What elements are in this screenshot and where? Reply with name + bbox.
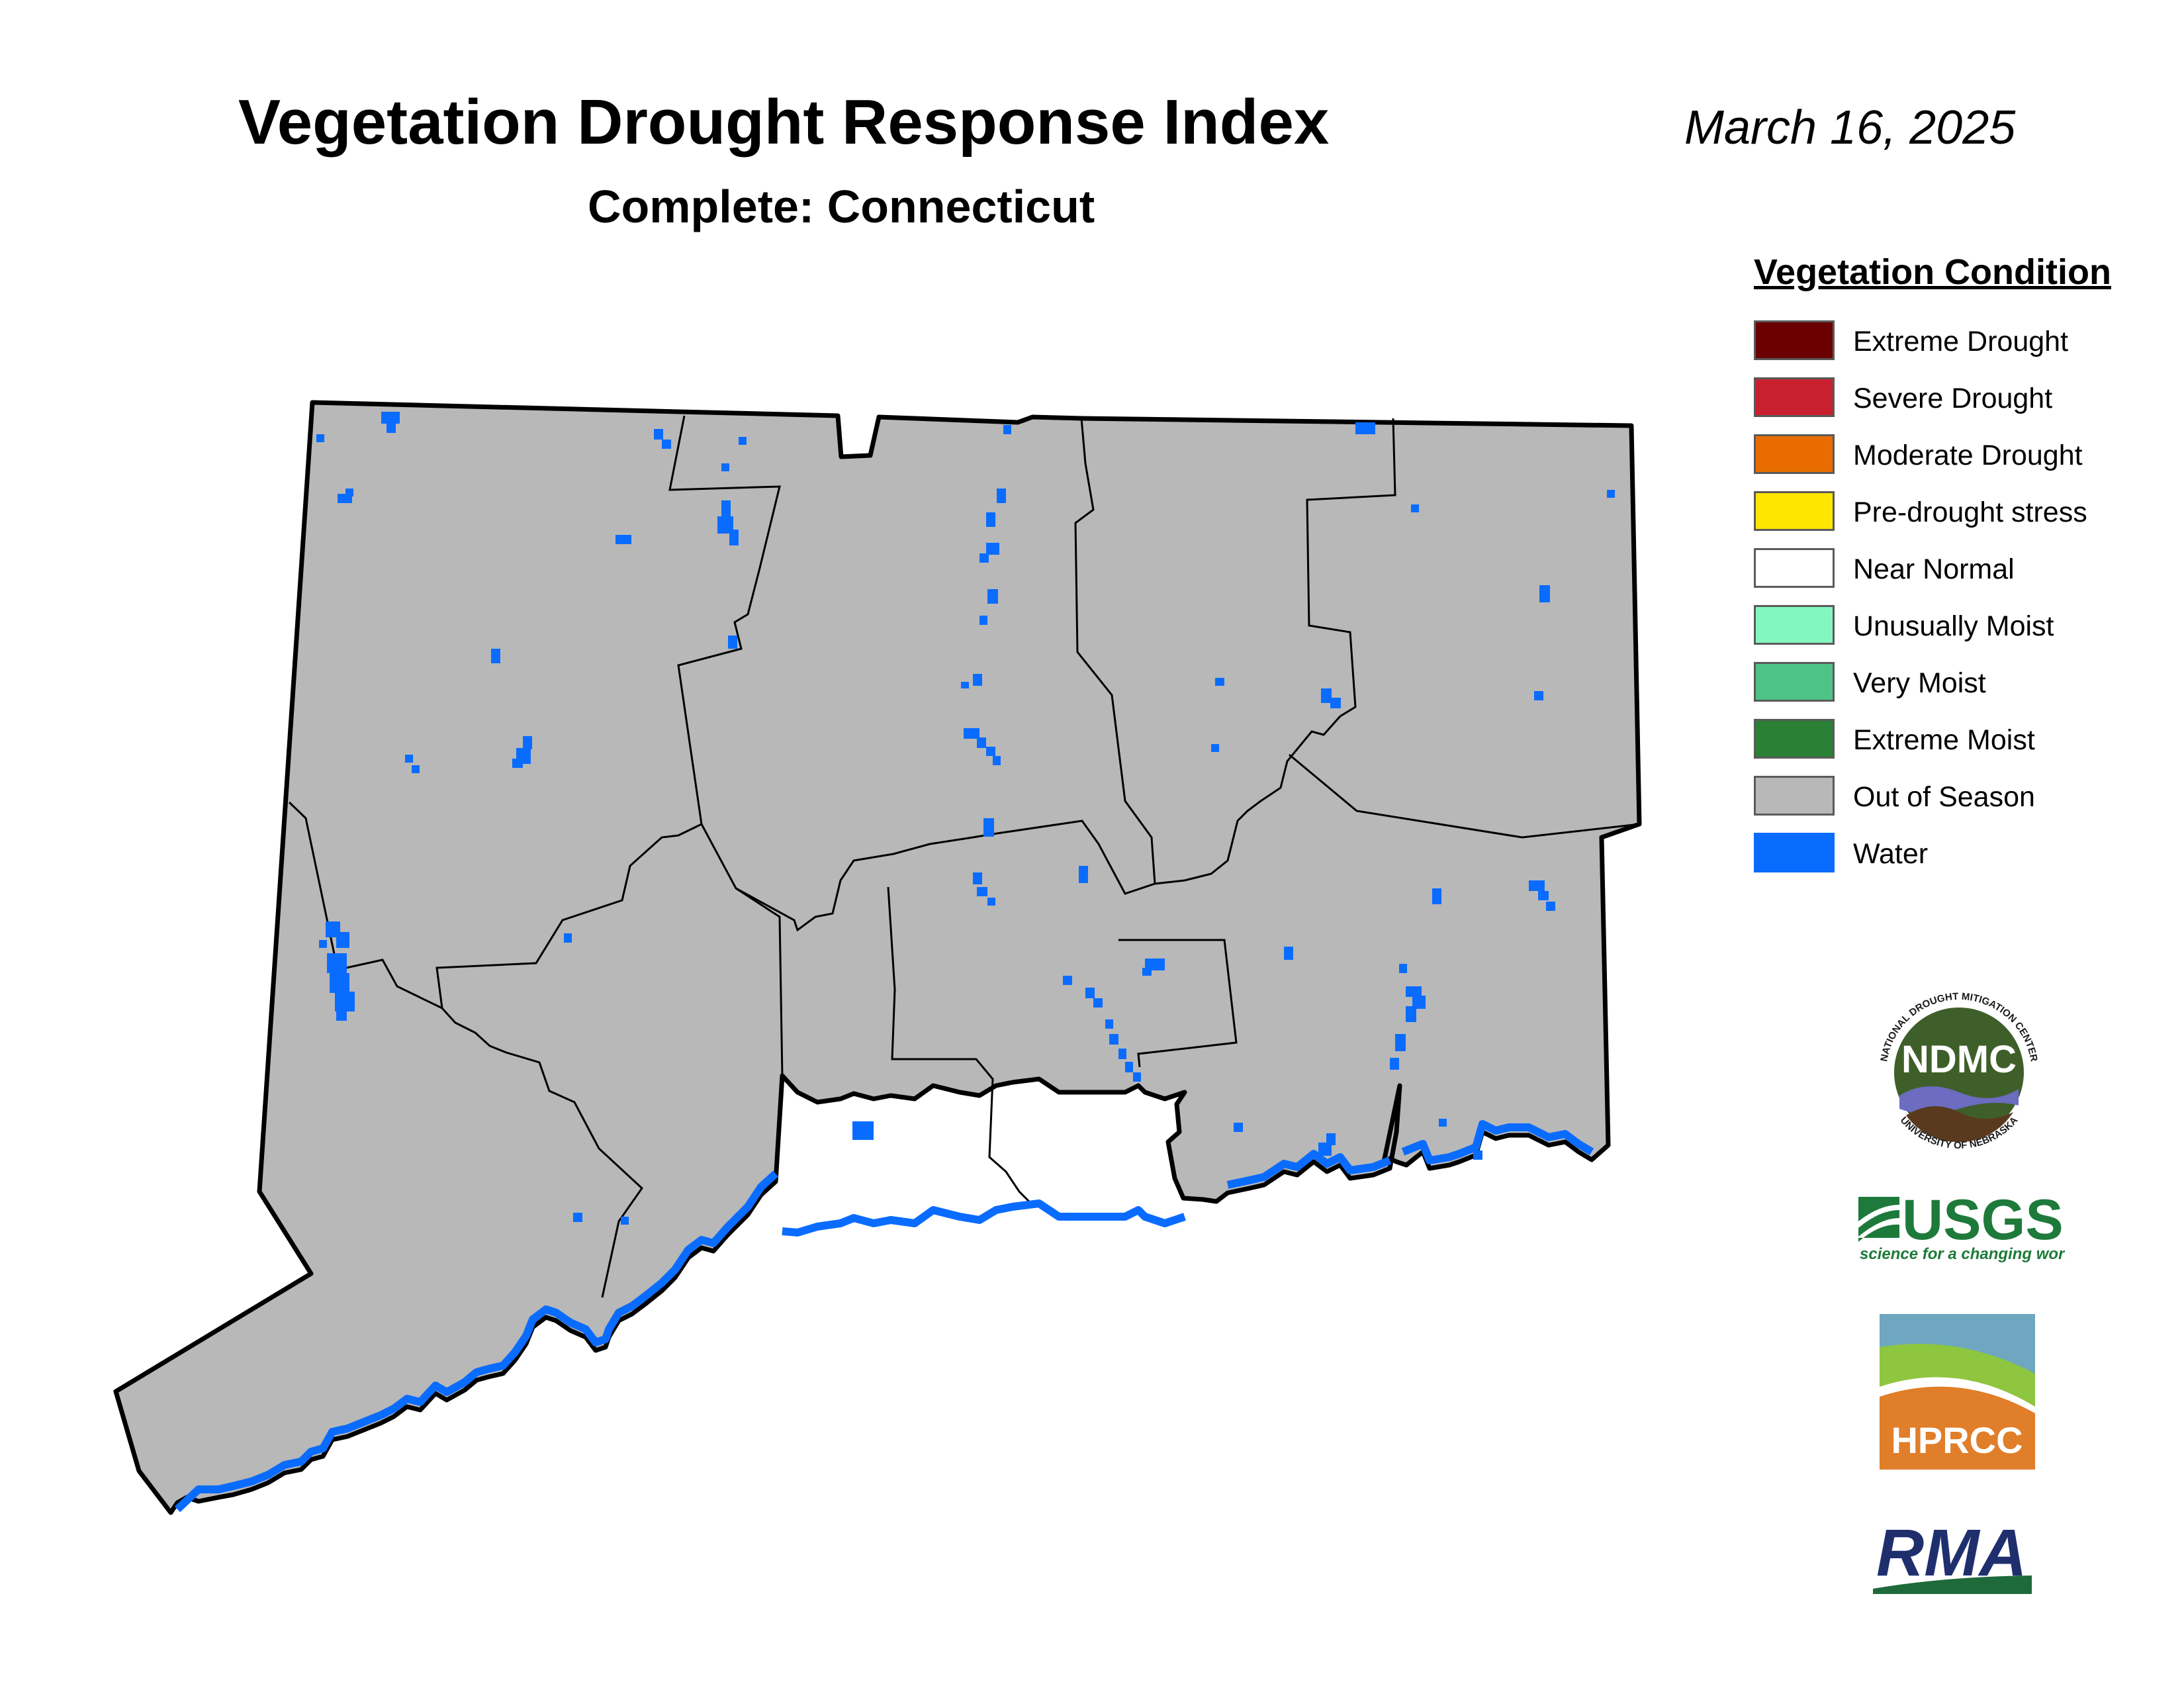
- usgs-logo: USGS science for a changing world: [1858, 1192, 2065, 1263]
- connecticut-map: [113, 400, 1642, 1515]
- map-date: March 16, 2025: [1684, 101, 2016, 154]
- legend-label: Extreme Moist: [1853, 724, 2035, 756]
- legend-item-near-normal: Near Normal: [1754, 548, 2151, 605]
- map-title: Vegetation Drought Response Index: [238, 87, 1330, 158]
- county-boundaries: [288, 415, 1640, 1298]
- legend-item-water: Water: [1754, 833, 2151, 890]
- legend-swatch: [1754, 776, 1835, 816]
- legend-item-very-moist: Very Moist: [1754, 662, 2151, 719]
- map-subtitle: Complete: Connecticut: [588, 181, 1095, 232]
- legend-label: Water: [1853, 838, 1929, 870]
- legend-swatch: [1754, 377, 1835, 417]
- hprcc-logo: HPRCC: [1880, 1314, 2035, 1470]
- ndmc-logo: NDMC NATIONAL DROUGHT MITIGATION CENTER …: [1864, 978, 2054, 1167]
- legend-swatch: [1754, 548, 1835, 588]
- legend-swatch: [1754, 491, 1835, 531]
- rma-logo: RMA: [1873, 1516, 2032, 1594]
- legend-label: Moderate Drought: [1853, 440, 2083, 471]
- ndmc-logo-text: NDMC: [1901, 1038, 2017, 1081]
- legend: Vegetation Condition Extreme Drought Sev…: [1754, 252, 2151, 890]
- legend-swatch: [1754, 434, 1835, 474]
- state-outline: [113, 400, 1642, 1515]
- water-features: [316, 412, 1615, 1225]
- legend-swatch: [1754, 320, 1835, 360]
- legend-item-moderate-drought: Moderate Drought: [1754, 434, 2151, 491]
- legend-label: Pre-drought stress: [1853, 496, 2087, 528]
- legend-label: Very Moist: [1853, 667, 1986, 699]
- legend-swatch: [1754, 662, 1835, 702]
- legend-item-extreme-drought: Extreme Drought: [1754, 320, 2151, 377]
- legend-label: Unusually Moist: [1853, 610, 2054, 642]
- legend-label: Extreme Drought: [1853, 326, 2069, 357]
- legend-item-unusually-moist: Unusually Moist: [1754, 605, 2151, 662]
- coastal-water: [174, 1120, 1594, 1513]
- legend-item-severe-drought: Severe Drought: [1754, 377, 2151, 434]
- legend-swatch: [1754, 719, 1835, 759]
- legend-label: Near Normal: [1853, 553, 2015, 585]
- legend-item-pre-drought-stress: Pre-drought stress: [1754, 491, 2151, 548]
- legend-swatch: [1754, 833, 1835, 872]
- legend-swatch: [1754, 605, 1835, 645]
- legend-label: Severe Drought: [1853, 383, 2053, 414]
- legend-item-extreme-moist: Extreme Moist: [1754, 719, 2151, 776]
- hprcc-logo-text: HPRCC: [1891, 1419, 2023, 1461]
- legend-title: Vegetation Condition: [1754, 252, 2111, 292]
- legend-item-out-of-season: Out of Season: [1754, 776, 2151, 833]
- usgs-logo-text: USGS: [1902, 1192, 2064, 1252]
- legend-label: Out of Season: [1853, 781, 2035, 813]
- usgs-tagline: science for a changing world: [1860, 1245, 2065, 1263]
